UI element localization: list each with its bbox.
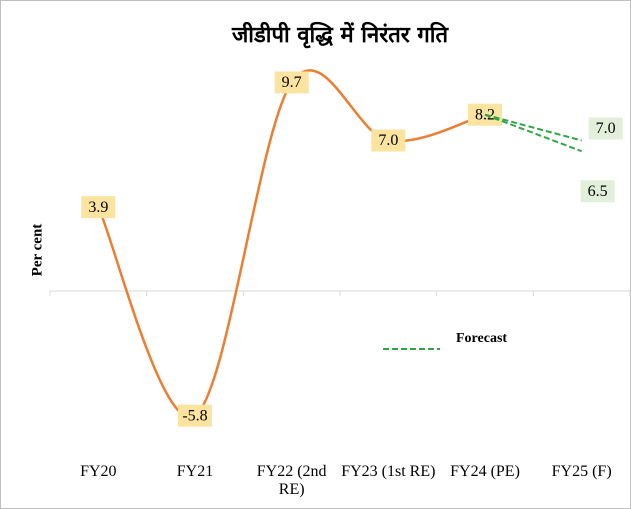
data-label: 7.0	[378, 132, 398, 149]
data-line	[97, 69, 486, 419]
x-tick-label: FY22 (2nd RE)	[256, 463, 327, 498]
data-label-bg	[178, 404, 212, 427]
data-label-bg	[588, 117, 623, 140]
data-label-bg	[274, 71, 309, 94]
data-label-bg	[371, 129, 406, 152]
forecast-line	[484, 113, 582, 142]
data-label: 6.5	[588, 183, 608, 200]
x-tick-label: FY25 (F)	[551, 463, 612, 480]
y-axis-label: Per cent	[29, 224, 45, 277]
chart-title: जीडीपी वृद्धि में निरंतर गति	[231, 21, 450, 49]
x-tick-label: FY24 (PE)	[450, 463, 520, 480]
data-label: 7.0	[596, 120, 616, 137]
data-label: 3.9	[88, 199, 108, 216]
data-label: 9.7	[282, 74, 302, 91]
data-label-bg	[81, 196, 116, 219]
data-label-bg	[580, 180, 615, 203]
x-tick-label: FY21	[176, 463, 214, 480]
x-tick-label: FY23 (1st RE)	[341, 463, 436, 480]
legend-label: Forecast	[456, 331, 507, 346]
x-tick-label: FY20	[80, 463, 117, 480]
forecast-line	[484, 113, 583, 153]
data-label: -5.8	[182, 407, 207, 424]
